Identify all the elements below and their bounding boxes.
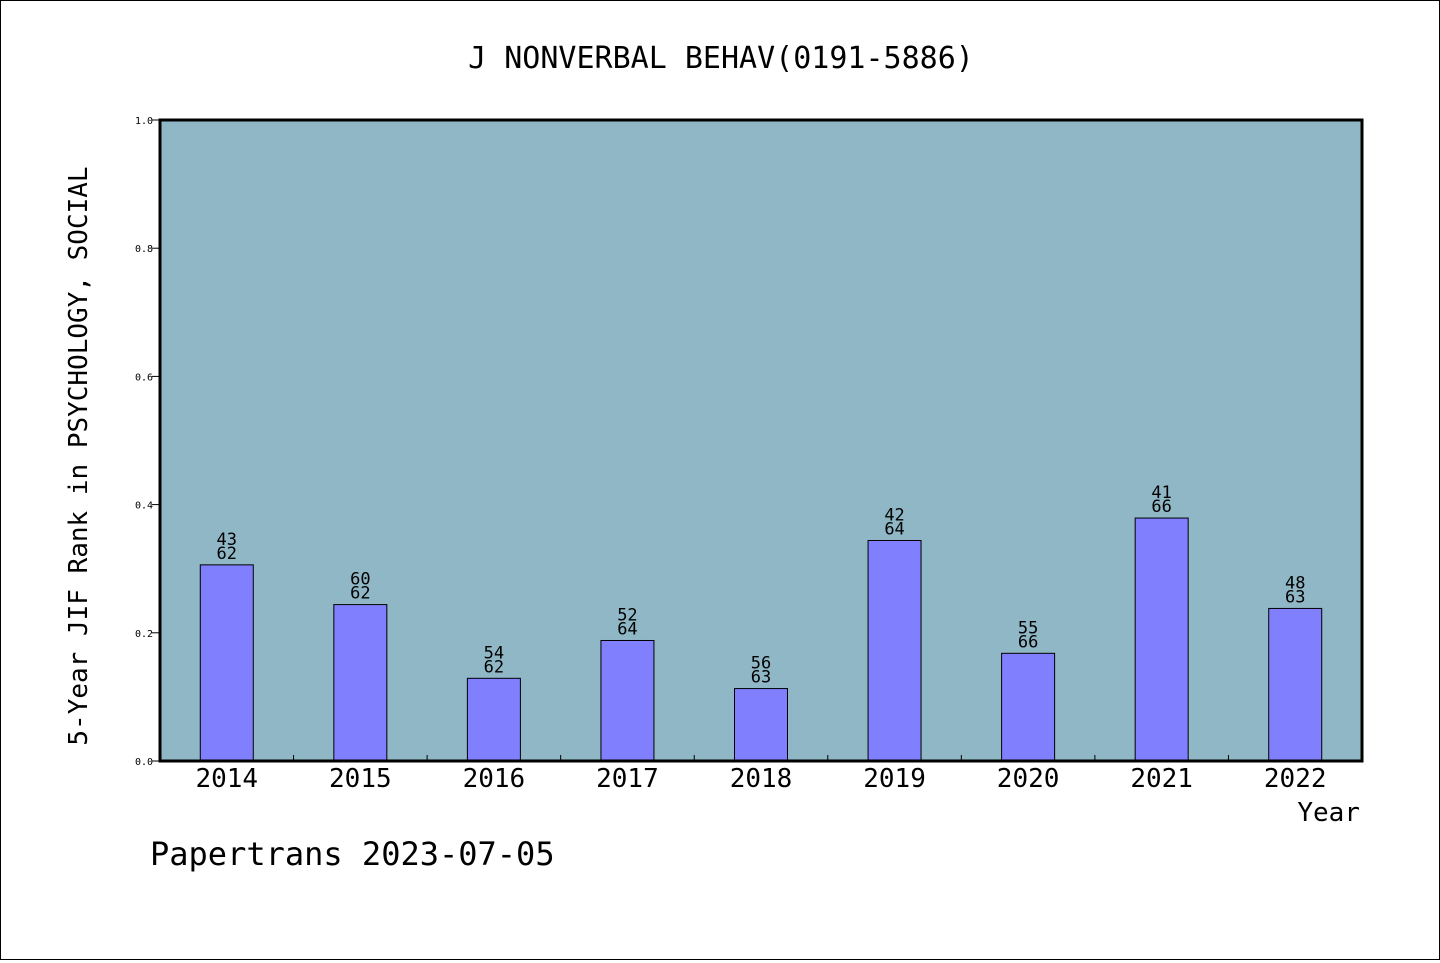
x-tick-label: 2020 (997, 764, 1060, 794)
bar-label-rank: 54 (484, 643, 504, 663)
x-tick-label: 2015 (329, 764, 392, 794)
bars (199, 517, 1323, 762)
bar-label-total: 64 (884, 519, 904, 539)
y-axis: 0.0 0.2 0.4 0.6 0.8 1.0 (135, 116, 160, 768)
footer-text: Papertrans 2023-07-05 (150, 835, 555, 873)
x-tick-label: 2017 (596, 764, 659, 794)
bar-2014 (199, 564, 254, 762)
x-tick-label: 2018 (730, 764, 793, 794)
bar-label-total: 66 (1018, 632, 1038, 652)
bar-label-rank: 52 (617, 605, 637, 625)
bar-label-rank: 55 (1018, 618, 1038, 638)
bar-2016 (466, 677, 521, 762)
x-tick-label: 2021 (1130, 764, 1193, 794)
bar-label-total: 62 (484, 657, 504, 677)
bar-2017 (600, 639, 655, 762)
y-tick-label: 1.0 (135, 116, 153, 127)
bar-label-rank: 56 (751, 654, 771, 674)
y-tick-label: 0.0 (135, 757, 153, 768)
x-axis-title: Year (1297, 798, 1360, 828)
bar-label-total: 66 (1151, 497, 1171, 517)
x-axis: 2014 2015 2016 2017 2018 2019 2020 2021 2022 (195, 755, 1327, 794)
y-axis-title: 5-Year JIF Rank in PSYCHOLOGY, SOCIAL (64, 166, 94, 745)
bar-label-rank: 48 (1285, 573, 1305, 593)
bar-label-total: 63 (1285, 587, 1305, 607)
bar-2018 (734, 688, 788, 762)
x-tick-label: 2019 (863, 764, 926, 794)
bar-2015 (333, 604, 388, 762)
chart-title: J NONVERBAL BEHAV(0191-5886) (468, 41, 974, 76)
bar-label-total: 62 (217, 544, 237, 564)
bar-label-total: 62 (350, 584, 370, 604)
bar-label-rank: 43 (217, 530, 237, 550)
bar-label-rank: 60 (350, 570, 370, 590)
plot-border (158, 118, 1364, 763)
bar-label-rank: 42 (884, 505, 904, 525)
y-tick-label: 0.6 (135, 372, 153, 383)
bar-2022 (1268, 607, 1323, 762)
y-tick-label: 0.8 (135, 244, 153, 255)
y-tick-label: 0.4 (135, 501, 153, 512)
x-tick-label: 2016 (463, 764, 526, 794)
bar-label-rank: 41 (1151, 483, 1171, 503)
x-tick-label: 2022 (1264, 764, 1327, 794)
bar-label-total: 64 (617, 619, 637, 639)
y-tick-label: 0.2 (135, 629, 153, 640)
bar-label-total: 63 (751, 668, 771, 688)
x-tick-label: 2014 (195, 764, 258, 794)
bar-2021 (1134, 517, 1189, 762)
bar-2020 (1001, 652, 1056, 762)
bar-2019 (867, 539, 922, 762)
